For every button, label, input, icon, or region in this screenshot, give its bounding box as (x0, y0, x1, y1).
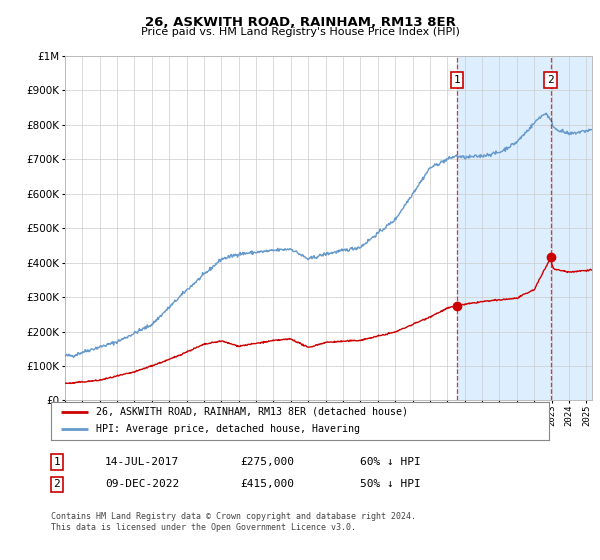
Text: 26, ASKWITH ROAD, RAINHAM, RM13 8ER: 26, ASKWITH ROAD, RAINHAM, RM13 8ER (145, 16, 455, 29)
Text: HPI: Average price, detached house, Havering: HPI: Average price, detached house, Have… (96, 424, 360, 435)
Text: 2: 2 (547, 75, 554, 85)
Bar (457, 56, 600, 400)
Text: 1: 1 (53, 457, 61, 467)
Text: 26, ASKWITH ROAD, RAINHAM, RM13 8ER (detached house): 26, ASKWITH ROAD, RAINHAM, RM13 8ER (det… (96, 407, 408, 417)
Text: 1: 1 (454, 75, 460, 85)
Text: 50% ↓ HPI: 50% ↓ HPI (360, 479, 421, 489)
Text: 09-DEC-2022: 09-DEC-2022 (105, 479, 179, 489)
Text: 2: 2 (53, 479, 61, 489)
Text: Contains HM Land Registry data © Crown copyright and database right 2024.
This d: Contains HM Land Registry data © Crown c… (51, 512, 416, 532)
Text: £415,000: £415,000 (240, 479, 294, 489)
Text: Price paid vs. HM Land Registry's House Price Index (HPI): Price paid vs. HM Land Registry's House … (140, 27, 460, 37)
Text: 14-JUL-2017: 14-JUL-2017 (105, 457, 179, 467)
Text: 60% ↓ HPI: 60% ↓ HPI (360, 457, 421, 467)
Text: £275,000: £275,000 (240, 457, 294, 467)
